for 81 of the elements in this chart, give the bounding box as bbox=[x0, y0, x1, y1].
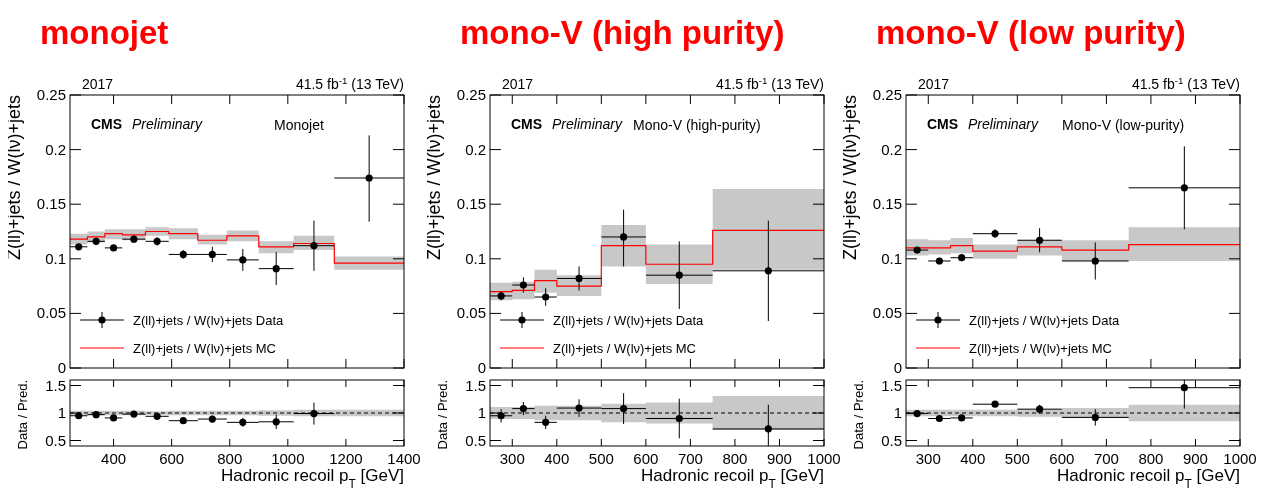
y-tick-label: 0.5 bbox=[45, 431, 66, 449]
y-tick-label: 1.5 bbox=[465, 376, 486, 394]
y-tick-label: 1 bbox=[893, 404, 902, 421]
legend-label: Z(ll)+jets / W(lν)+jets Data bbox=[133, 313, 285, 328]
chart-title: monojet bbox=[40, 14, 169, 51]
x-tick-label: 300 bbox=[915, 450, 941, 467]
y-tick-label: 0.25 bbox=[36, 86, 66, 103]
annotation: CMS bbox=[927, 116, 959, 132]
y-tick-label: 0.5 bbox=[465, 431, 486, 449]
annotation: CMS bbox=[511, 116, 543, 132]
x-tick-label: 1000 bbox=[1223, 450, 1257, 467]
x-axis-title: Hadronic recoil p$_{T}$ [GeV] bbox=[220, 466, 404, 491]
legend-label: Z(ll)+jets / W(lν)+jets MC bbox=[969, 341, 1112, 356]
x-tick-label: 900 bbox=[1182, 450, 1208, 467]
y-tick-label: 1 bbox=[477, 404, 486, 421]
legend-label: Z(ll)+jets / W(lν)+jets Data bbox=[969, 313, 1121, 328]
text: 2017 bbox=[82, 76, 114, 92]
y-tick-label: 0.1 bbox=[45, 249, 66, 267]
x-tick-label: 500 bbox=[1004, 450, 1030, 467]
x-tick-label: 700 bbox=[677, 450, 703, 467]
text: 41.5 fb$^{-1}$ (13 TeV) bbox=[295, 74, 404, 92]
y-tick-label: 0.2 bbox=[881, 140, 902, 158]
y-tick-label: 0.2 bbox=[465, 140, 486, 158]
x-tick-label: 600 bbox=[633, 450, 659, 467]
y-tick-label: 0.25 bbox=[872, 86, 902, 103]
annotation: Mono-V (low-purity) bbox=[1062, 117, 1185, 133]
x-tick-label: 600 bbox=[159, 450, 185, 467]
y-tick-label: 0 bbox=[57, 359, 66, 376]
x-tick-label: 500 bbox=[588, 450, 614, 467]
annotation: Preliminary bbox=[968, 116, 1040, 132]
y-tick-label: 0.5 bbox=[881, 431, 902, 449]
x-tick-label: 600 bbox=[1049, 450, 1075, 467]
text: 2017 bbox=[918, 76, 950, 92]
y-tick-label: 1 bbox=[57, 404, 66, 421]
x-tick-label: 800 bbox=[217, 450, 243, 467]
annotation: Monojet bbox=[274, 117, 324, 133]
x-tick-label: 900 bbox=[766, 450, 792, 467]
x-tick-label: 1200 bbox=[329, 450, 363, 467]
text: 41.5 fb$^{-1}$ (13 TeV) bbox=[1131, 74, 1240, 92]
x-tick-label: 400 bbox=[544, 450, 570, 467]
legend-label: Z(ll)+jets / W(lν)+jets Data bbox=[553, 313, 705, 328]
chart-title: mono-V (low purity) bbox=[876, 14, 1186, 51]
y-tick-label: 0.25 bbox=[456, 86, 486, 103]
x-tick-label: 300 bbox=[499, 450, 525, 467]
y-axis-title: Data / Pred. bbox=[15, 380, 30, 450]
text: 2017 bbox=[502, 76, 534, 92]
y-tick-label: 0.2 bbox=[45, 140, 66, 158]
x-tick-label: 800 bbox=[722, 450, 748, 467]
annotation: Preliminary bbox=[132, 116, 204, 132]
y-tick-label: 0.05 bbox=[872, 304, 902, 322]
x-tick-label: 700 bbox=[1093, 450, 1119, 467]
y-tick-label: 1.5 bbox=[45, 376, 66, 394]
y-tick-label: 0.15 bbox=[36, 195, 66, 213]
y-tick-label: 0.05 bbox=[456, 304, 486, 322]
y-axis-title: Z(ll)+jets / W(lν)+jets bbox=[424, 95, 444, 261]
y-axis-title: Data / Pred. bbox=[851, 380, 866, 450]
x-tick-label: 1000 bbox=[271, 450, 305, 467]
x-axis-title: Hadronic recoil p$_{T}$ [GeV] bbox=[1056, 466, 1240, 491]
chart-title: mono-V (high purity) bbox=[460, 14, 785, 51]
text: 41.5 fb$^{-1}$ (13 TeV) bbox=[715, 74, 824, 92]
x-axis-title: Hadronic recoil p$_{T}$ [GeV] bbox=[640, 466, 824, 491]
x-tick-label: 400 bbox=[101, 450, 127, 467]
legend-label: Z(ll)+jets / W(lν)+jets MC bbox=[553, 341, 696, 356]
y-tick-label: 0.15 bbox=[456, 195, 486, 213]
legend-label: Z(ll)+jets / W(lν)+jets MC bbox=[133, 341, 276, 356]
y-tick-label: 0.1 bbox=[881, 249, 902, 267]
annotation: Preliminary bbox=[552, 116, 624, 132]
y-tick-label: 0.05 bbox=[36, 304, 66, 322]
x-tick-label: 800 bbox=[1138, 450, 1164, 467]
y-axis-title: Z(ll)+jets / W(lν)+jets bbox=[840, 95, 860, 261]
x-tick-label: 1000 bbox=[807, 450, 841, 467]
y-tick-label: 0.15 bbox=[872, 195, 902, 213]
y-tick-label: 0 bbox=[477, 359, 486, 376]
x-tick-label: 1400 bbox=[387, 450, 421, 467]
x-tick-label: 400 bbox=[960, 450, 986, 467]
y-tick-label: 1.5 bbox=[881, 376, 902, 394]
annotation: Mono-V (high-purity) bbox=[633, 117, 761, 133]
y-tick-label: 0 bbox=[893, 359, 902, 376]
y-tick-label: 0.1 bbox=[465, 249, 486, 267]
y-axis-title: Data / Pred. bbox=[435, 380, 450, 450]
annotation: CMS bbox=[91, 116, 123, 132]
